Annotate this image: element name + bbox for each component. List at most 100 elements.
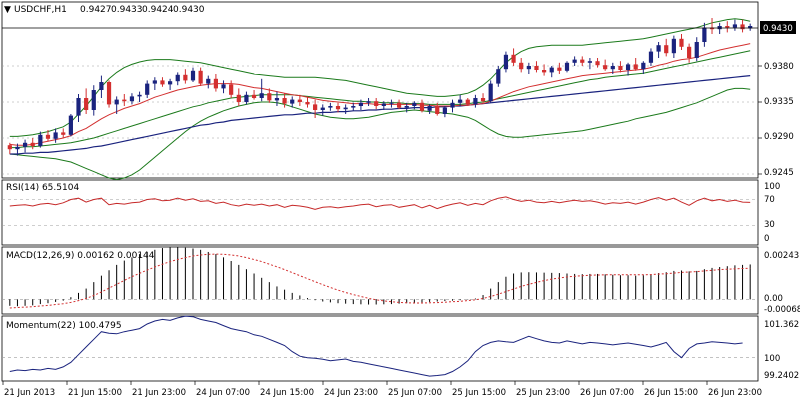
candle-body xyxy=(687,46,692,58)
candle-body xyxy=(84,98,89,110)
price-overlays xyxy=(9,18,751,181)
candle-body xyxy=(168,81,173,85)
price-marker-box xyxy=(760,21,796,34)
macd-tick-zero: 0.00 xyxy=(764,294,783,304)
candle-body xyxy=(381,103,386,106)
price-tick-3: 0.9245 xyxy=(764,168,794,178)
momentum-tick-min: 99.2402 xyxy=(764,371,799,381)
candle-body xyxy=(343,107,348,110)
candle-body xyxy=(221,84,226,89)
momentum-frame xyxy=(1,315,759,382)
x-tick-label: 21 Jun 2013 xyxy=(4,388,55,398)
candle-body xyxy=(305,102,310,105)
candle-body xyxy=(442,107,447,114)
candle-body xyxy=(595,61,600,66)
candle-body xyxy=(290,99,295,104)
candle-body xyxy=(61,132,66,135)
candle-body xyxy=(511,54,516,63)
candle-body xyxy=(549,67,554,73)
candle-body xyxy=(175,74,180,82)
candle-body xyxy=(725,26,730,28)
candle-body xyxy=(618,66,623,70)
candle-body xyxy=(7,145,12,150)
candle-body xyxy=(183,74,188,81)
macd-tick-min: -0.00068 xyxy=(764,305,800,315)
candle-body xyxy=(229,84,234,95)
x-tick-label: 24 Jun 15:00 xyxy=(260,388,314,398)
macd-frame xyxy=(1,246,759,315)
candle-body xyxy=(114,99,119,105)
candle-body xyxy=(145,83,150,95)
price-axis: 0.9430 0.9380 0.9335 0.9290 0.9245 xyxy=(760,21,796,178)
candle-body xyxy=(526,66,531,70)
candle-body xyxy=(45,134,51,139)
candle-body xyxy=(519,62,524,70)
candle-body xyxy=(22,142,28,147)
x-tick-label: 26 Jun 07:00 xyxy=(580,388,634,398)
candle-body xyxy=(473,98,478,105)
candle-body xyxy=(274,98,280,101)
moving-average-blue-line xyxy=(9,75,751,155)
candle-body xyxy=(740,24,745,30)
candle-body xyxy=(244,94,249,102)
candle-body xyxy=(251,94,257,98)
candle-body xyxy=(15,146,20,150)
candle-body xyxy=(610,66,615,70)
candle-body xyxy=(488,83,493,102)
header-dropdown-icon[interactable]: ▼ xyxy=(4,5,11,15)
candle-body xyxy=(335,106,341,110)
header-open: 0.9427 xyxy=(80,5,112,15)
macd-panel: MACD(12,26,9) 0.00162 0.00144 0.00243 0.… xyxy=(2,247,800,315)
candle-body xyxy=(465,99,470,105)
candle-body xyxy=(106,82,112,105)
candle-body xyxy=(206,78,211,84)
candle-body xyxy=(396,102,402,108)
candle-body xyxy=(412,102,417,106)
candle-body xyxy=(503,54,509,70)
candle-body xyxy=(496,69,501,84)
candle-body xyxy=(267,93,272,101)
candle-body xyxy=(404,106,409,108)
x-tick-label: 25 Jun 23:00 xyxy=(516,388,570,398)
candle-body xyxy=(297,99,302,102)
macd-signal-line xyxy=(9,253,751,309)
candle-body xyxy=(198,70,203,84)
candle-body xyxy=(717,26,722,30)
x-tick-label: 26 Jun 15:00 xyxy=(644,388,698,398)
candle-body xyxy=(557,67,562,71)
header-symbol: USDCHF,H1 xyxy=(14,5,67,15)
x-tick-label: 21 Jun 23:00 xyxy=(132,388,186,398)
candle-body xyxy=(572,59,577,63)
candle-body xyxy=(664,45,669,54)
candle-body xyxy=(656,45,661,52)
price-candles xyxy=(7,18,753,156)
header-high: 0.9433 xyxy=(111,5,143,15)
candle-body xyxy=(313,104,318,110)
candle-body xyxy=(748,26,753,29)
rsi-panel: RSI(14) 65.5104 100 70 30 0 xyxy=(2,182,780,244)
candle-body xyxy=(129,96,135,102)
candle-body xyxy=(633,64,638,70)
rsi-line xyxy=(9,196,751,210)
candle-body xyxy=(732,24,738,28)
x-tick-label: 21 Jun 15:00 xyxy=(68,388,122,398)
candle-body xyxy=(30,142,35,146)
momentum-title: Momentum(22) 100.4795 xyxy=(6,321,122,331)
moving-average-green-line xyxy=(9,50,751,149)
x-tick-label: 24 Jun 23:00 xyxy=(324,388,378,398)
header-close: 0.9430 xyxy=(173,5,205,15)
x-tick-label: 25 Jun 15:00 xyxy=(452,388,506,398)
candle-body xyxy=(480,98,486,102)
candle-body xyxy=(671,38,676,54)
candle-body xyxy=(99,82,104,90)
price-tick-2: 0.9290 xyxy=(764,132,794,142)
candle-body xyxy=(160,80,165,85)
momentum-tick-100: 100 xyxy=(764,354,780,364)
rsi-tick-30: 30 xyxy=(764,220,775,230)
bollinger-upper-line xyxy=(9,18,751,137)
candle-body xyxy=(648,51,654,63)
candle-body xyxy=(603,65,608,70)
price-frame xyxy=(1,1,759,179)
